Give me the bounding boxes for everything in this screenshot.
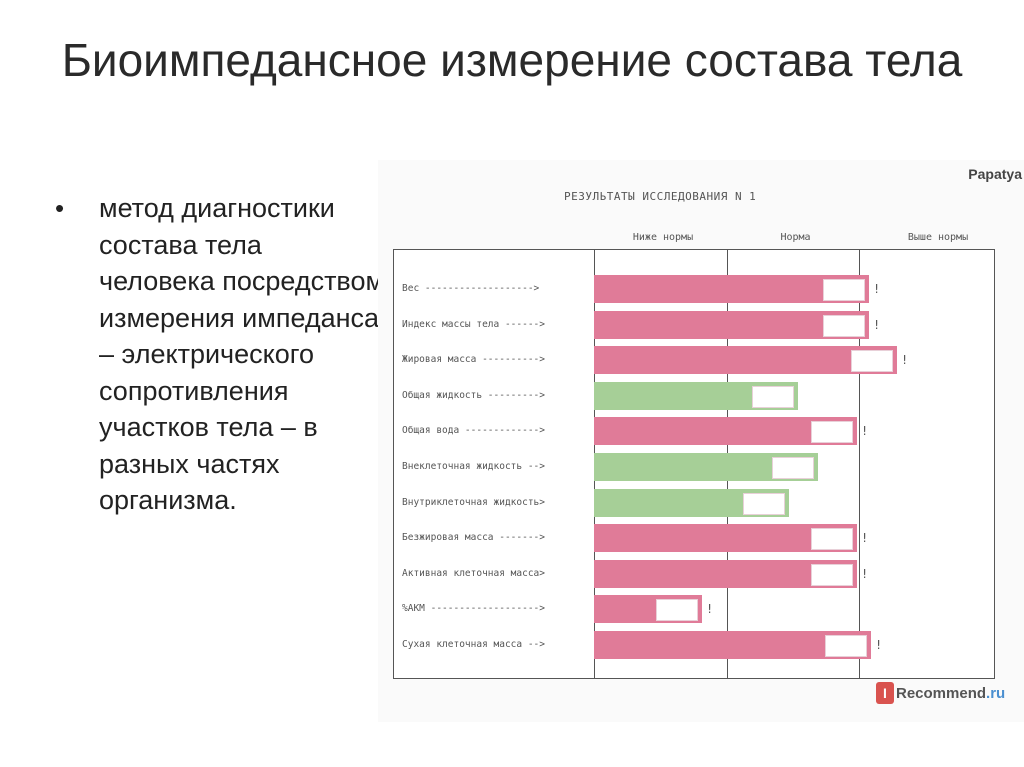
result-bar bbox=[594, 595, 702, 624]
row-label: Сухая клеточная масса --> bbox=[402, 639, 545, 650]
result-bar bbox=[594, 310, 869, 339]
result-bar bbox=[594, 381, 798, 410]
deviation-flag: ! bbox=[875, 638, 883, 652]
deviation-flag: ! bbox=[861, 566, 869, 581]
bar-value-box bbox=[825, 635, 867, 657]
bullet-text: метод диагностики состава тела человека … bbox=[99, 193, 385, 515]
grid-divider-above bbox=[859, 250, 860, 678]
watermark-tld: .ru bbox=[986, 684, 1006, 702]
row-label: Жировая масса ----------> bbox=[402, 354, 545, 366]
row-label: %АКМ -------------------> bbox=[402, 603, 545, 615]
bar-value-box bbox=[823, 314, 865, 337]
row-label: Общая вода -------------> bbox=[402, 425, 545, 437]
column-norm: Норма bbox=[780, 232, 811, 243]
bullet-list: • метод диагностики состава тела человек… bbox=[55, 190, 385, 519]
row-label: Вес -------------------> bbox=[402, 283, 540, 294]
result-bar bbox=[594, 559, 857, 588]
result-bar bbox=[594, 453, 818, 481]
row-label: Безжировая масса -------> bbox=[402, 532, 545, 544]
result-bar bbox=[594, 631, 871, 659]
irecommend-logo-icon: I bbox=[876, 682, 894, 704]
bar-value-box bbox=[743, 492, 785, 515]
column-above-norm: Выше нормы bbox=[907, 232, 969, 243]
report-brand: Papatya bbox=[968, 166, 1022, 182]
bar-value-box bbox=[823, 279, 865, 301]
result-bar bbox=[594, 524, 857, 553]
bar-value-box bbox=[811, 528, 853, 551]
watermark-name: Recommend bbox=[896, 684, 987, 702]
row-label: Общая жидкость ---------> bbox=[402, 389, 545, 401]
bioimpedance-report-image: Papatya РЕЗУЛЬТАТЫ ИССЛЕДОВАНИЯ N 1 Ниже… bbox=[378, 160, 1024, 722]
result-bar bbox=[594, 275, 869, 303]
deviation-flag: ! bbox=[873, 282, 881, 296]
bar-value-box bbox=[752, 385, 794, 408]
slide-title: Биоимпедансное измерение состава тела bbox=[61, 34, 963, 86]
bar-value-box bbox=[656, 599, 698, 622]
row-label: Индекс массы тела ------> bbox=[402, 318, 545, 330]
deviation-flag: ! bbox=[861, 424, 869, 439]
bar-value-box bbox=[811, 563, 853, 586]
result-bar bbox=[594, 488, 789, 517]
bullet-item: • метод диагностики состава тела человек… bbox=[55, 190, 385, 519]
row-label: Внутриклеточная жидкость> bbox=[402, 496, 545, 508]
result-bar bbox=[594, 346, 897, 375]
deviation-flag: ! bbox=[873, 317, 881, 332]
bar-value-box bbox=[772, 457, 814, 479]
row-label: Активная клеточная масса> bbox=[402, 567, 545, 579]
results-grid: Вес ------------------->! Индекс массы те… bbox=[393, 249, 995, 679]
bullet-marker: • bbox=[55, 193, 65, 223]
report-heading: РЕЗУЛЬТАТЫ ИССЛЕДОВАНИЯ N 1 bbox=[564, 190, 757, 203]
irecommend-watermark: I Recommend .ru bbox=[876, 682, 1005, 704]
bar-value-box bbox=[851, 350, 893, 373]
bar-value-box bbox=[811, 421, 853, 444]
deviation-flag: ! bbox=[901, 353, 909, 368]
column-below-norm: Ниже нормы bbox=[632, 232, 694, 243]
row-label: Внеклеточная жидкость --> bbox=[402, 461, 545, 472]
deviation-flag: ! bbox=[706, 602, 714, 617]
deviation-flag: ! bbox=[861, 531, 869, 546]
result-bar bbox=[594, 417, 857, 446]
